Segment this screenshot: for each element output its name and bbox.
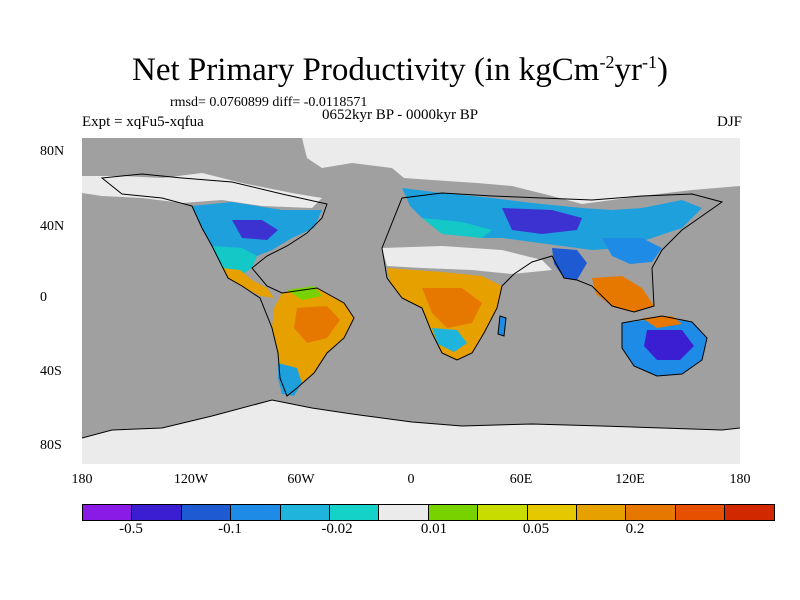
south-america-strong-increase bbox=[294, 306, 340, 343]
colorbar-swatch bbox=[83, 505, 133, 520]
se-asia-increase bbox=[592, 276, 654, 312]
colorbar-swatch bbox=[576, 505, 627, 520]
colorbar-swatch bbox=[428, 505, 479, 520]
madagascar bbox=[498, 316, 506, 336]
asia-strong-decrease bbox=[502, 208, 582, 234]
africa-decrease-patch bbox=[432, 328, 467, 352]
colorbar-swatch bbox=[132, 505, 182, 520]
lat-label-80s: 80S bbox=[40, 438, 62, 453]
south-america-north bbox=[287, 286, 322, 300]
colorbar bbox=[82, 504, 776, 521]
sahara-no-change bbox=[382, 246, 552, 274]
east-asia-blue bbox=[602, 238, 662, 264]
colorbar-swatch bbox=[675, 505, 726, 520]
central-america bbox=[222, 268, 274, 298]
lon-label-120w: 120W bbox=[173, 472, 209, 487]
lon-label-0: 0 bbox=[407, 472, 415, 487]
colorbar-label: 0.01 bbox=[420, 521, 448, 537]
lat-label-40s: 40S bbox=[40, 364, 62, 379]
colorbar-swatch bbox=[181, 505, 232, 520]
north-america-tundra bbox=[82, 173, 322, 208]
north-america-strong-decrease bbox=[232, 220, 278, 240]
colorbar-label: 0.05 bbox=[522, 521, 550, 537]
season-label: DJF bbox=[716, 114, 742, 130]
lon-label-180w: 180 bbox=[71, 472, 93, 487]
colorbar-label: -0.02 bbox=[321, 521, 353, 537]
lon-label-180e: 180 bbox=[729, 472, 751, 487]
lat-label-80n: 80N bbox=[40, 144, 65, 159]
lon-label-60e: 60E bbox=[509, 472, 533, 487]
lat-label-40n: 40N bbox=[40, 219, 65, 234]
antarctica bbox=[82, 400, 740, 464]
australia-strong-decrease bbox=[644, 330, 694, 360]
lat-label-0: 0 bbox=[40, 290, 47, 305]
lon-label-60w: 60W bbox=[287, 472, 315, 487]
north-america-south bbox=[212, 246, 257, 278]
colorbar-swatch bbox=[626, 505, 676, 520]
colorbar-swatch bbox=[329, 505, 380, 520]
npp-world-map bbox=[82, 138, 740, 464]
colorbar-swatch bbox=[231, 505, 281, 520]
arctic-region bbox=[302, 138, 740, 204]
coastlines bbox=[82, 173, 740, 439]
colorbar-label: 0.2 bbox=[625, 521, 645, 537]
colorbar-label: -0.1 bbox=[218, 521, 242, 537]
colorbar-swatch bbox=[527, 505, 577, 520]
colorbar-swatch bbox=[379, 505, 429, 520]
lon-label-120e: 120E bbox=[615, 472, 645, 487]
experiment-label: Expt = xqFu5-xqfua bbox=[82, 114, 204, 130]
colorbar-swatch bbox=[478, 505, 528, 520]
time-period-label: 0652kyr BP - 0000kyr BP bbox=[322, 107, 479, 123]
australia-north bbox=[642, 316, 682, 328]
chart-title: Net Primary Productivity (in kgCm-2yr-1) bbox=[132, 52, 668, 88]
central-asia-cyan bbox=[422, 218, 492, 238]
colorbar-label: -0.5 bbox=[119, 521, 143, 537]
rmsd-diff-stats: rmsd= 0.0760899 diff= -0.0118571 bbox=[170, 95, 368, 110]
africa-strong-increase bbox=[422, 288, 482, 328]
colorbar-swatch bbox=[280, 505, 330, 520]
colorbar-swatch bbox=[725, 505, 775, 520]
